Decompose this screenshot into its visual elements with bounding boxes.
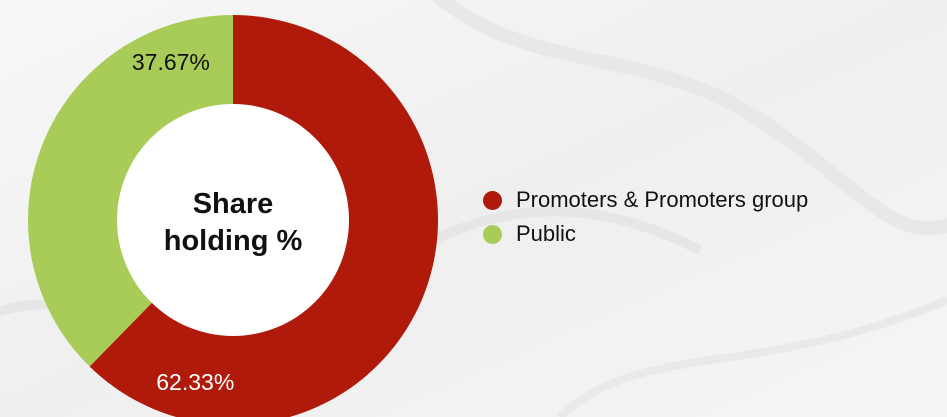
legend-label-public: Public bbox=[516, 221, 576, 247]
legend-swatch-public bbox=[483, 225, 502, 244]
slice-label-promoters-promoters-group: 62.33% bbox=[156, 369, 234, 395]
chart-title-line-1: Share bbox=[140, 186, 326, 223]
legend-item-promoters: Promoters & Promoters group bbox=[483, 183, 808, 217]
chart-title-line-2: holding % bbox=[140, 223, 326, 260]
legend: Promoters & Promoters group Public bbox=[483, 183, 808, 251]
legend-label-promoters: Promoters & Promoters group bbox=[516, 187, 808, 213]
legend-swatch-promoters bbox=[483, 191, 502, 210]
slice-label-public: 37.67% bbox=[132, 49, 210, 75]
chart-title: Share holding % bbox=[140, 186, 326, 260]
legend-item-public: Public bbox=[483, 217, 808, 251]
